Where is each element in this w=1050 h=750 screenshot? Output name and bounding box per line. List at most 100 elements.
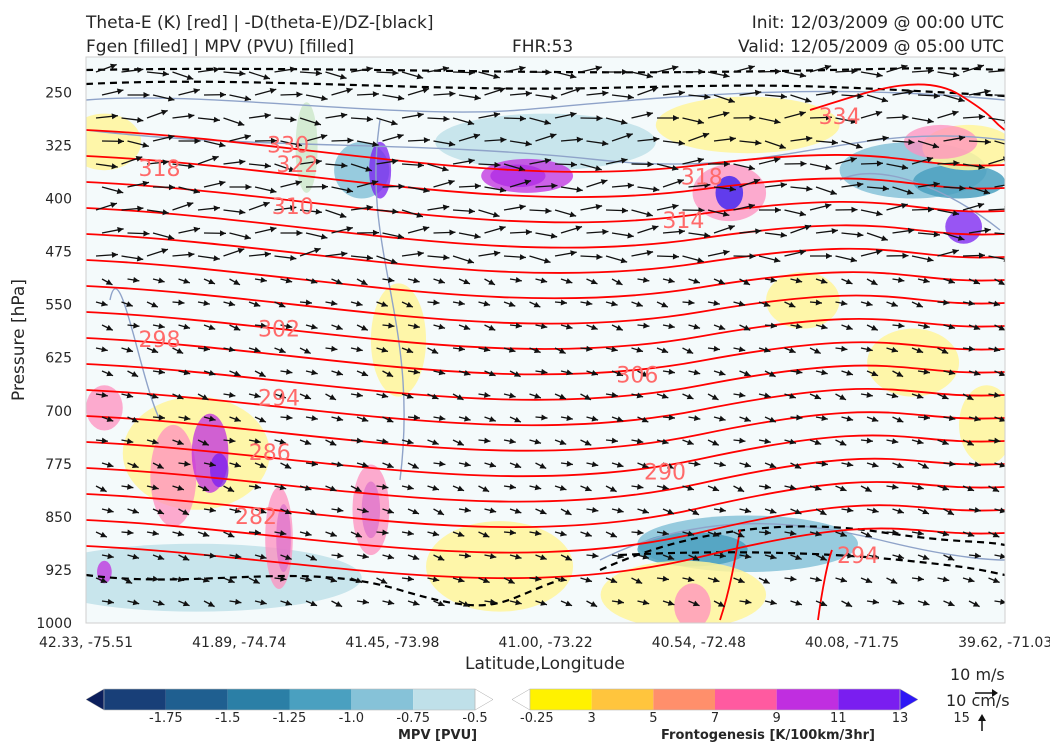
wind-vector [554,250,577,257]
wind-vector [886,163,909,170]
wind-vector [784,347,796,354]
wind-vector [739,370,751,377]
wind-vector [452,345,465,352]
wind-vector [815,508,827,516]
wind-vector [172,299,185,306]
wind-vector [376,158,399,165]
wind-vector [866,553,879,560]
wind-vector [911,393,924,399]
wind-vector [586,461,599,468]
wind-vector [656,253,680,260]
wind-vector [356,553,369,560]
wind-vector [631,111,654,119]
wind-vector [197,531,210,537]
wind-vector [121,346,134,353]
wind-vector [178,460,191,467]
wind-vector [248,529,262,536]
wind-vector [350,116,373,123]
wind-vector [662,508,675,515]
wind-vector [248,438,261,445]
wind-vector [203,370,216,376]
wind-vector [299,299,313,306]
wind-vector [988,391,1001,398]
wind-vector [401,484,414,491]
wind-vector [917,92,941,99]
wind-vector [662,228,685,235]
wind-vector [121,301,133,307]
wind-vector [509,140,532,147]
wind-vector [152,600,165,606]
colorbar-segment [776,689,839,710]
wind-vector [962,345,975,352]
y-tick-label: 925 [45,563,72,579]
wind-vector [809,114,833,121]
wind-vector [95,346,108,353]
wind-vector [917,554,930,560]
colorbar-segment [351,689,414,710]
x-tick-label: 39.62, -71.03 [958,635,1050,651]
wind-vector [968,415,981,422]
wind-vector [994,416,1005,422]
wind-vector [809,576,822,583]
wind-vector [223,346,236,353]
wind-vector [631,161,654,168]
wind-vector [554,71,577,79]
fgen-region [674,583,711,623]
wind-vector [739,228,762,235]
wind-vector [764,508,777,514]
wind-vector [95,300,108,307]
wind-vector [682,347,694,355]
wind-vector [917,277,930,284]
wind-vector [758,483,771,490]
wind-vector [484,461,497,468]
wind-vector [458,415,471,422]
wind-vector [790,277,803,284]
wind-vector [172,162,195,169]
wind-vector [478,577,490,584]
wind-vector [662,414,676,421]
wind-vector [172,530,185,537]
wind-vector [484,186,507,193]
wind-vector [917,414,931,421]
x-tick-label: 41.00, -73.22 [499,635,593,651]
wind-vector [611,598,624,605]
wind-vector [223,117,245,127]
theta-e-contour [86,527,1005,580]
wind-vector [554,439,567,445]
wind-vector [331,278,343,285]
wind-vector [433,90,456,97]
wind-vector [713,506,726,513]
wind-vector [229,461,242,468]
colorbar-tick-label: -1.0 [339,711,364,726]
wind-vector [350,531,363,538]
wind-vector [713,94,736,104]
wind-vector [146,484,159,491]
wind-vector [892,227,915,234]
wind-vector [121,438,134,445]
wind-vector [127,92,150,98]
wind-vector [529,255,551,264]
wind-vector [121,205,144,212]
plot-frame [85,56,1006,624]
wind-vector [682,530,695,537]
wind-vector [356,229,380,236]
wind-vector [407,323,420,330]
wind-vector [892,462,904,469]
wind-vector [152,94,175,102]
wind-vector [427,485,440,491]
wind-vector [478,391,491,398]
wind-vector [274,301,286,308]
wind-vector [127,508,140,514]
colorbar-tick-label: -0.25 [520,711,554,726]
wind-vector [458,94,481,101]
wind-vector [605,531,618,538]
wind-vector [994,598,1005,605]
wind-vector [815,89,838,96]
wind-vector [121,255,144,262]
wind-vector [478,112,501,119]
wind-vector [223,300,236,307]
wind-vector [988,437,1001,444]
wind-vector [376,69,399,76]
wind-vector [758,117,781,125]
wind-vector [280,140,303,148]
